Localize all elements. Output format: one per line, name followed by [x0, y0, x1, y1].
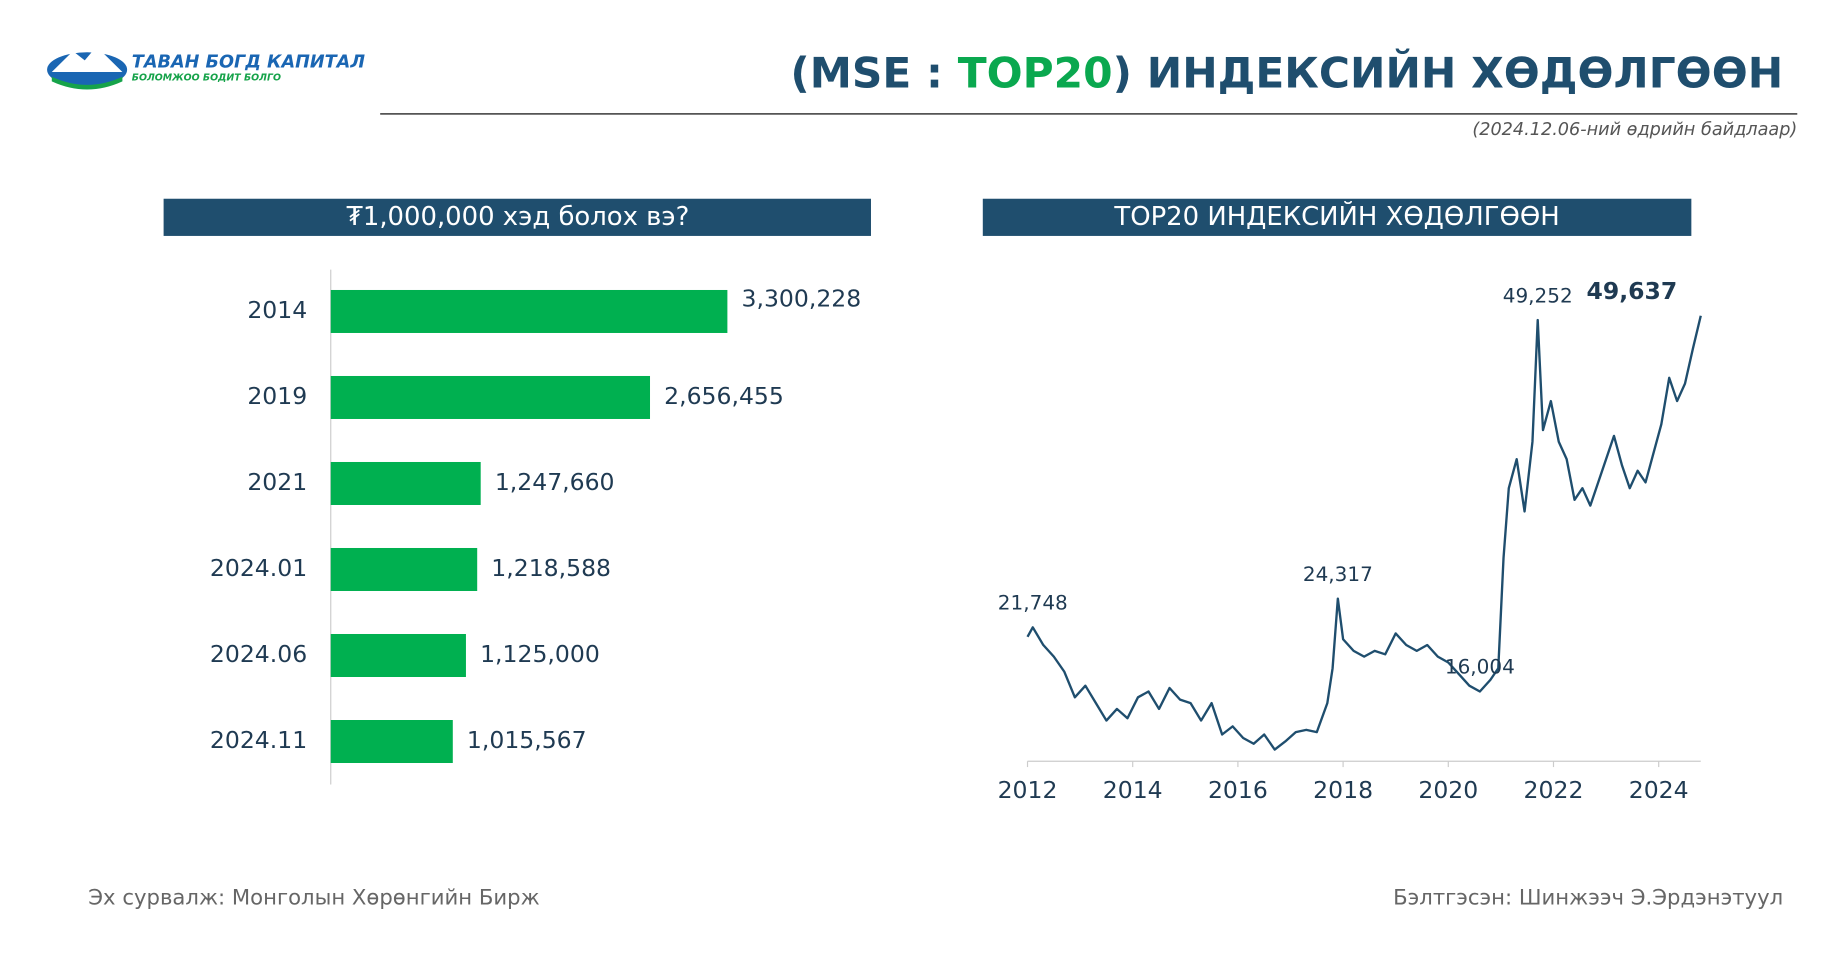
category-label: 2021 [247, 468, 307, 496]
category-label: 2014 [247, 296, 307, 324]
bar [330, 633, 466, 677]
value-label: 2,656,455 [664, 382, 784, 410]
x-tick-label: 2024 [1629, 776, 1689, 804]
title-part: (MSE : [790, 48, 957, 97]
annotation: 49,252 [1503, 284, 1573, 307]
page-subtitle: (2024.12.06-ний өдрийн байдлаар) [1472, 120, 1797, 140]
title-part: ) ИНДЕКСИЙН ХӨДӨЛГӨӨН [1113, 47, 1784, 97]
chart-title-bar [163, 198, 871, 236]
value-label: 1,015,567 [467, 726, 587, 754]
bar [330, 289, 728, 333]
bar [330, 720, 453, 764]
annotation: 49,637 [1586, 277, 1677, 305]
chart-title-bar [982, 198, 1692, 236]
chart-title: TOP20 ИНДЕКСИЙН ХӨДӨЛГӨӨН [1113, 200, 1559, 232]
logo-name: ТАВАН БОГД КАПИТАЛ [132, 53, 366, 73]
annotation: 24,317 [1303, 563, 1373, 586]
x-tick-label: 2014 [1103, 776, 1163, 804]
logo-wave [51, 76, 123, 90]
x-tick-label: 2012 [998, 776, 1058, 804]
annotation: 16,004 [1445, 656, 1515, 679]
x-tick-label: 2022 [1524, 776, 1584, 804]
bar [330, 547, 478, 591]
page-title: (MSE : TOP20) ИНДЕКСИЙН ХӨДӨЛГӨӨН [790, 47, 1783, 97]
x-tick-label: 2016 [1208, 776, 1268, 804]
annotation: 21,748 [998, 592, 1068, 615]
author-note: Бэлтгэсэн: Шинжээч Э.Эрдэнэтуул [1393, 884, 1783, 909]
x-tick-label: 2020 [1418, 776, 1478, 804]
value-label: 1,125,000 [480, 640, 600, 668]
bar [330, 461, 481, 505]
index-line [1026, 315, 1702, 751]
chart-title: ₮1,000,000 хэд болох вэ? [346, 202, 689, 232]
x-tick-label: 2018 [1313, 776, 1373, 804]
category-label: 2024.01 [210, 554, 307, 582]
category-label: 2024.06 [210, 640, 307, 668]
source-note: Эх сурвалж: Монголын Хөрөнгийн Бирж [88, 884, 539, 909]
logo: ТАВАН БОГД КАПИТАЛ БОЛОМЖОО БОДИТ БОЛГО [47, 46, 366, 90]
title-highlight: TOP20 [958, 48, 1113, 97]
logo-slogan: БОЛОМЖОО БОДИТ БОЛГО [132, 72, 281, 83]
category-label: 2019 [247, 382, 307, 410]
value-label: 1,247,660 [495, 468, 615, 496]
logo-mountain [51, 46, 123, 73]
bar [330, 375, 651, 419]
value-label: 1,218,588 [491, 554, 611, 582]
category-label: 2024.11 [210, 726, 307, 754]
value-label: 3,300,228 [742, 284, 862, 312]
